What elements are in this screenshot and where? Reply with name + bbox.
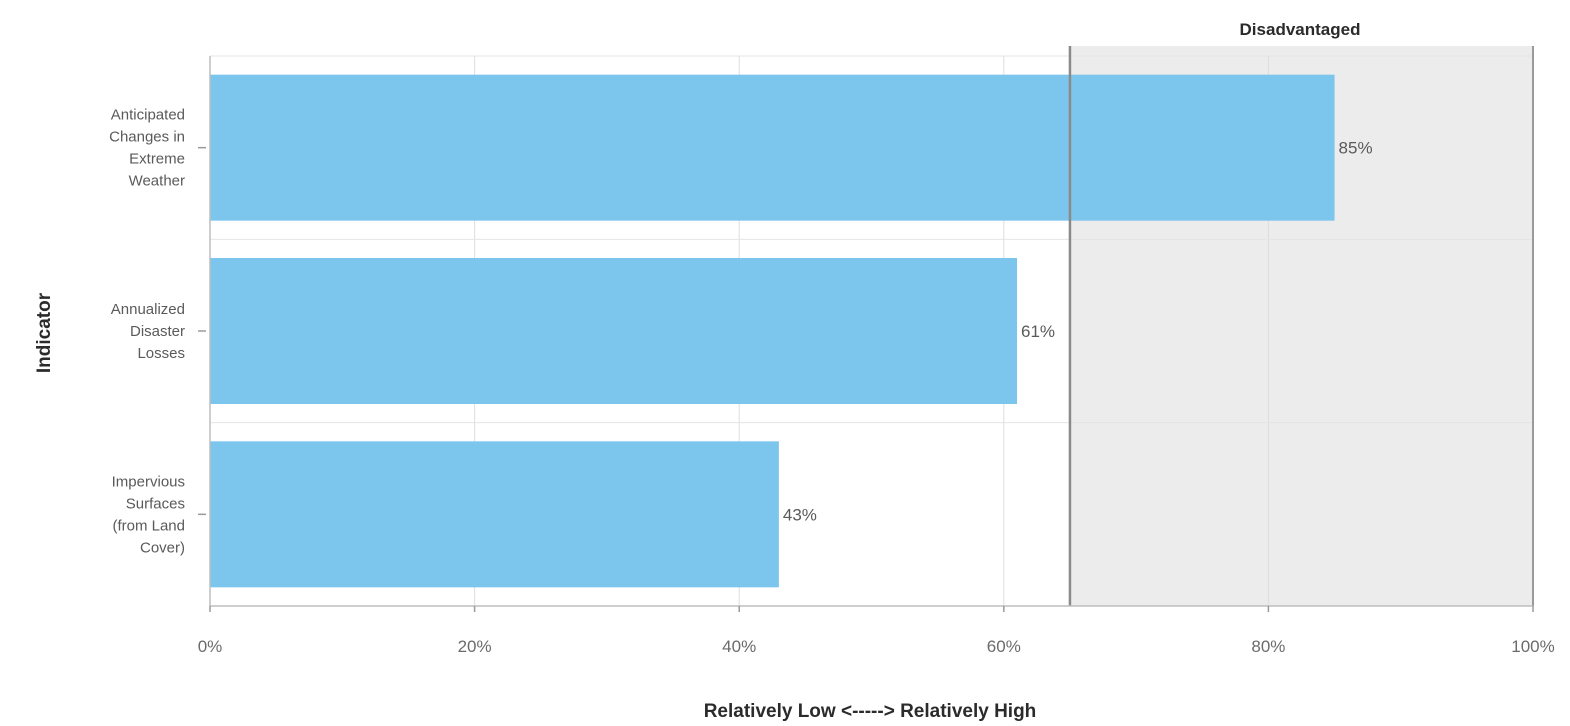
disadvantaged-label: Disadvantaged	[1240, 20, 1361, 39]
x-tick-label: 20%	[458, 637, 492, 656]
x-tick-label: 100%	[1511, 637, 1554, 656]
x-axis-title: Relatively Low <-----> Relatively High	[704, 701, 1037, 722]
bars-layer	[210, 74, 1335, 588]
x-tick-label: 60%	[987, 637, 1021, 656]
data-label-1: 85%	[1339, 139, 1373, 158]
y-axis-title: Indicator	[34, 292, 55, 373]
labels-layer: 0% 20% 40% 60% 80% 100% Anticipated Changes in E…	[109, 107, 1555, 656]
data-label-2: 61%	[1021, 322, 1055, 341]
data-label-3: 43%	[783, 505, 817, 524]
category-label-2: Annualized Disaster Losses	[111, 301, 185, 362]
bar-1	[210, 74, 1335, 221]
category-label-1: Anticipated Changes in Extreme Weather	[109, 107, 185, 190]
threshold-layer	[1068, 46, 1534, 606]
x-tick-label: 0%	[198, 637, 223, 656]
x-tick-label: 40%	[722, 637, 756, 656]
category-label-3: Impervious Surfaces (from Land Cover)	[112, 473, 185, 556]
axes-layer	[198, 56, 1534, 612]
bar-3	[210, 441, 779, 588]
bar-2	[210, 258, 1018, 404]
x-tick-label: 80%	[1251, 637, 1285, 656]
